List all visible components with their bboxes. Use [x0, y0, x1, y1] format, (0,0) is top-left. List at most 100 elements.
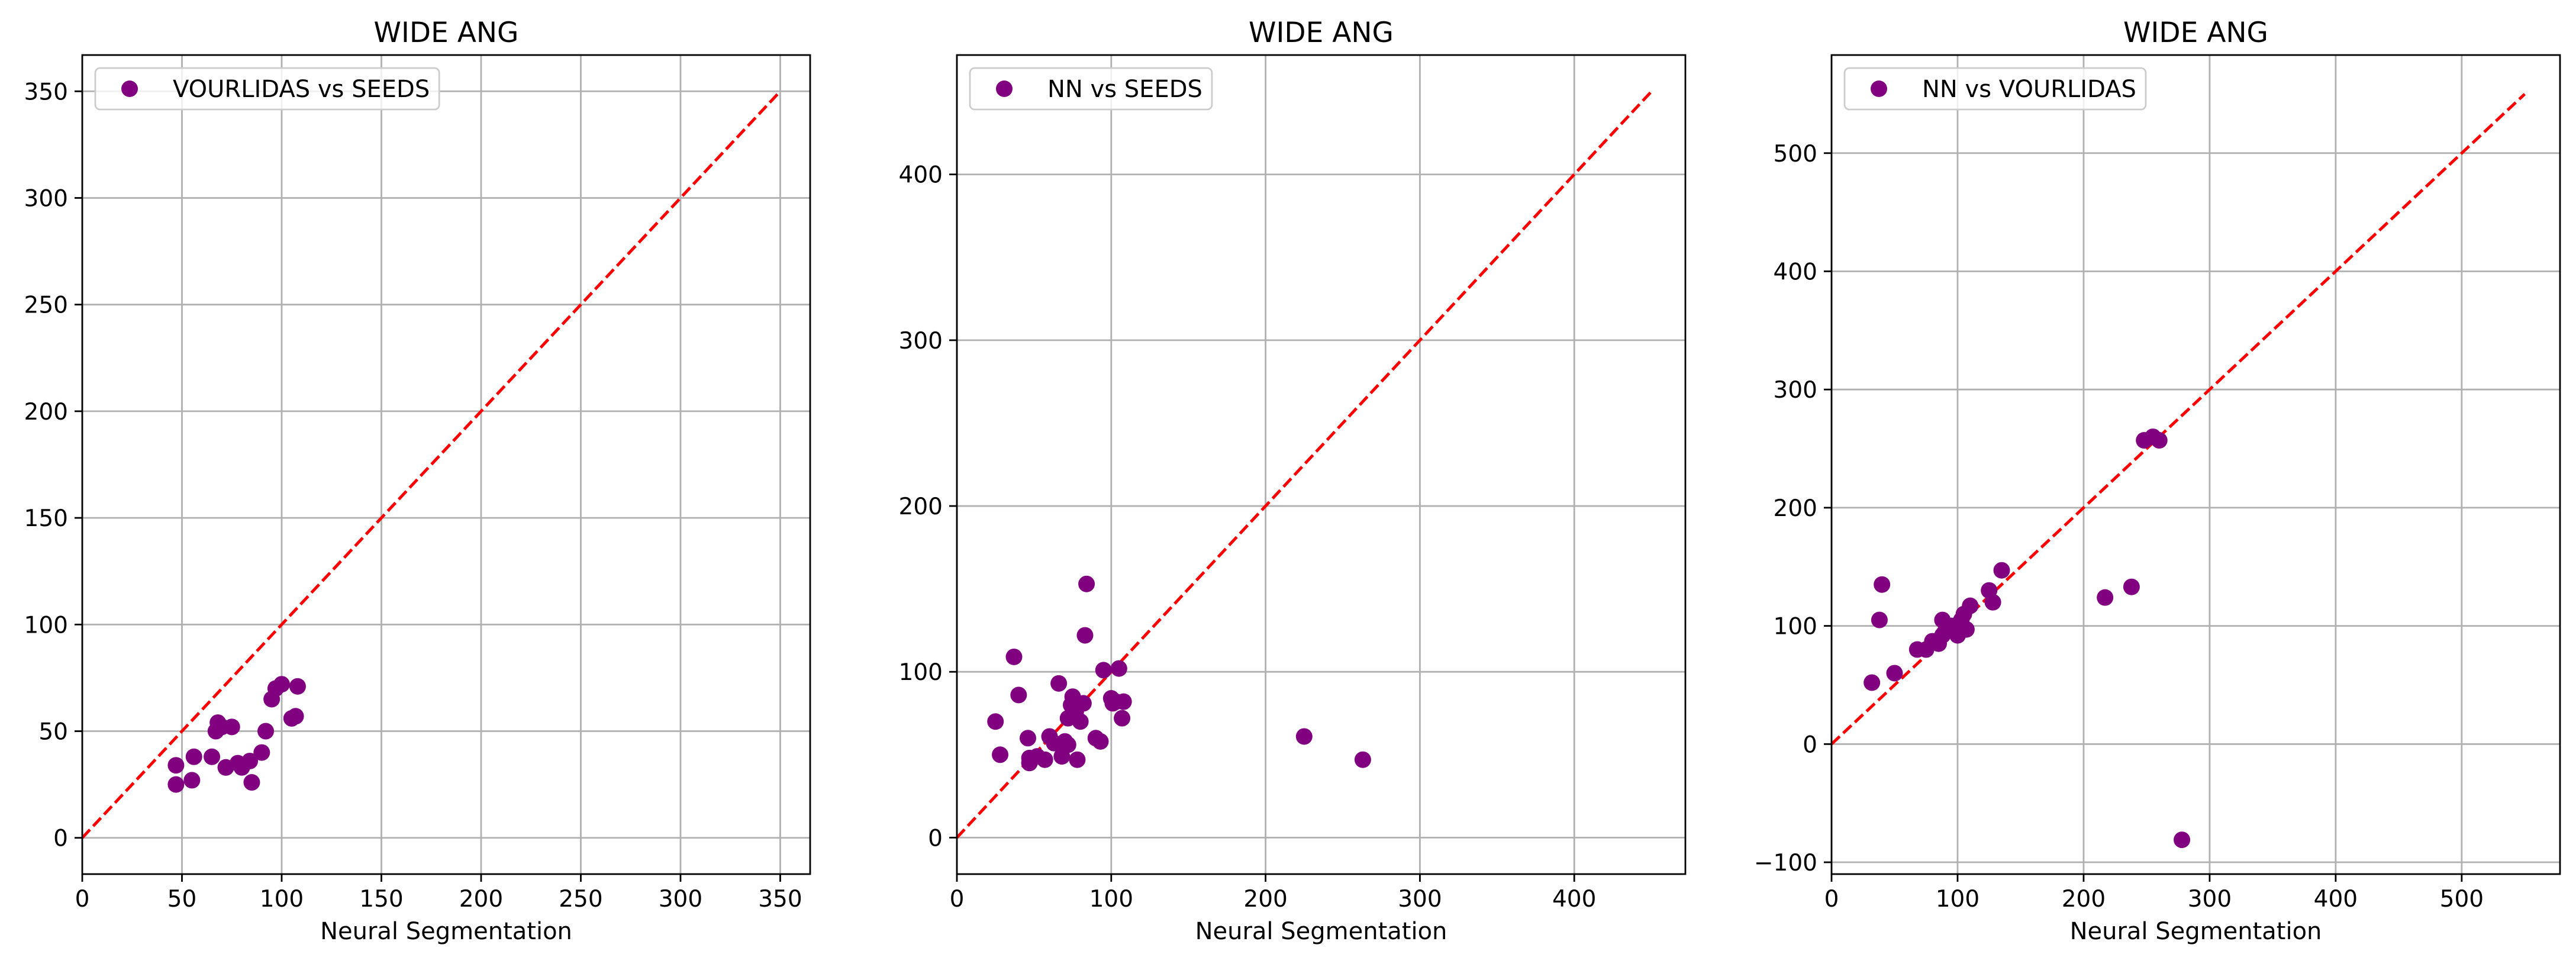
x-tick-label: 300	[1398, 886, 1442, 913]
x-tick-label: 200	[1243, 886, 1287, 913]
data-point	[1036, 751, 1053, 768]
y-tick-label: 0	[1803, 731, 1817, 758]
x-tick-label: 200	[459, 886, 503, 913]
data-point	[253, 744, 270, 761]
data-point	[289, 678, 306, 695]
x-tick-label: 350	[758, 886, 802, 913]
chart-panel-1: 0 50 100 150 200 250 300 350 0 50 100 150 200 250 300 3…	[24, 17, 811, 945]
data-point	[2123, 578, 2140, 595]
y-tick-label: 400	[1774, 259, 1817, 285]
x-tick-label: 0	[1824, 886, 1839, 913]
data-point	[1354, 751, 1371, 768]
legend-label: NN vs SEEDS	[1047, 76, 1202, 103]
data-point	[2097, 589, 2114, 606]
x-tick-label: 400	[2314, 886, 2358, 913]
plot-data	[82, 90, 782, 839]
plot-data	[1832, 93, 2526, 849]
data-point	[1886, 665, 1903, 682]
y-tick-label: 100	[1774, 614, 1817, 640]
y-tick-label: 300	[24, 185, 68, 212]
data-point	[1958, 621, 1975, 638]
y-tick-label: 500	[1774, 141, 1817, 167]
legend-label: NN vs VOURLIDAS	[1922, 76, 2136, 103]
y-tick-label: 0	[53, 826, 68, 852]
data-point	[1075, 695, 1092, 712]
x-tick-label: 100	[1089, 886, 1133, 913]
chart-title: WIDE ANG	[2123, 17, 2268, 49]
legend: NN vs VOURLIDAS	[1843, 67, 2147, 111]
data-point	[1092, 733, 1109, 750]
data-point	[1115, 693, 1132, 710]
legend-marker	[996, 80, 1013, 97]
data-point	[1864, 674, 1881, 691]
y-tick-label: 100	[24, 612, 68, 639]
data-point	[1050, 675, 1068, 692]
data-point	[992, 746, 1009, 763]
data-point	[1076, 627, 1094, 644]
data-point	[223, 718, 240, 736]
data-point	[1005, 648, 1023, 665]
x-tick-label: 50	[167, 886, 197, 913]
y-tick-label: 200	[24, 399, 68, 426]
data-point	[1059, 736, 1076, 753]
chart-title: WIDE ANG	[374, 17, 519, 49]
data-point	[287, 708, 304, 725]
data-point	[1110, 660, 1127, 677]
data-point	[1069, 751, 1086, 768]
x-axis-label: Neural Segmentation	[320, 918, 572, 945]
y-tick-label: 250	[24, 292, 68, 319]
chart-panel-2: 0 100 200 300 400 0 100 200 300 400 WIDE ANG Neural…	[899, 17, 1687, 945]
data-point	[273, 676, 290, 693]
data-point	[243, 774, 260, 791]
y-tick-label: 0	[928, 825, 943, 852]
data-point	[1295, 728, 1313, 745]
y-tick-label: 50	[38, 719, 68, 746]
x-tick-label: 0	[950, 886, 965, 913]
data-point	[204, 748, 221, 765]
data-point	[1072, 713, 1089, 730]
y-tick-label: 100	[899, 659, 943, 686]
x-tick-label: 300	[659, 886, 702, 913]
data-point	[1874, 576, 1891, 593]
y-tick-label: 400	[899, 162, 943, 189]
data-point	[257, 723, 275, 740]
data-point	[183, 772, 201, 789]
data-point	[1871, 611, 1888, 628]
x-tick-label: 150	[359, 886, 403, 913]
data-point	[185, 748, 202, 765]
legend-marker	[121, 80, 138, 97]
x-axis-label: Neural Segmentation	[1195, 918, 1447, 945]
data-point	[2151, 432, 2168, 449]
identity-line	[1832, 93, 2526, 746]
data-point	[1019, 730, 1036, 747]
legend-label: VOURLIDAS vs SEEDS	[173, 76, 430, 103]
chart-title: WIDE ANG	[1249, 17, 1394, 49]
y-tick-label: 300	[1774, 377, 1817, 404]
data-point	[1993, 562, 2010, 579]
legend-box	[969, 67, 1213, 111]
legend: NN vs SEEDS	[969, 67, 1213, 111]
axes-frame	[956, 54, 1687, 875]
data-point	[2174, 831, 2191, 849]
data-point	[987, 713, 1004, 730]
data-point	[1114, 710, 1131, 727]
x-tick-label: 250	[559, 886, 602, 913]
x-tick-label: 300	[2188, 886, 2232, 913]
legend-marker	[1871, 80, 1887, 97]
x-tick-label: 100	[260, 886, 304, 913]
data-point	[217, 759, 234, 776]
axes-frame	[1830, 54, 2561, 875]
plot-data	[957, 90, 1653, 839]
data-point	[167, 757, 185, 774]
y-tick-label: 200	[1774, 495, 1817, 522]
legend-box	[1843, 67, 2147, 111]
data-point	[1078, 575, 1095, 592]
x-tick-label: 400	[1552, 886, 1596, 913]
data-point	[241, 752, 259, 769]
data-point	[1984, 594, 2001, 611]
data-point	[1095, 662, 1112, 679]
identity-line	[82, 90, 782, 839]
chart-panel-3: 0 100 200 300 400 500 −100 0 100 200 300 400 500 WIDE…	[1754, 17, 2561, 945]
y-tick-label: 350	[24, 79, 68, 105]
